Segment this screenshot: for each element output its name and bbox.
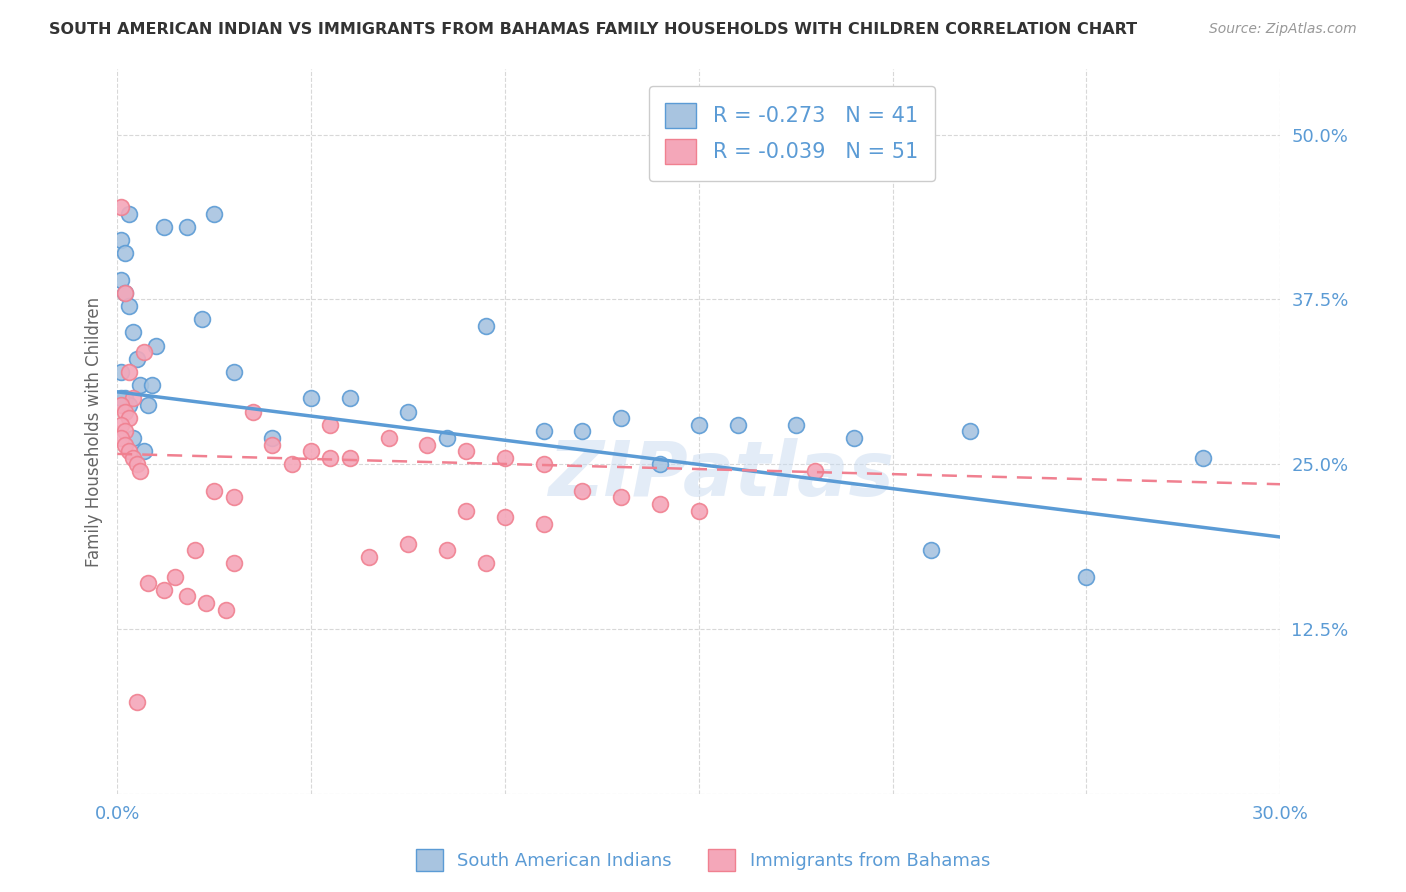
Point [165,569,187,583]
Point [648,497,671,511]
Point [533,516,555,531]
Point [121,392,143,406]
Point [804,464,827,478]
Point [176,219,198,234]
Point [610,491,633,505]
Point [1191,450,1213,465]
Point [121,450,143,465]
Point [436,431,458,445]
Point [110,233,132,247]
Point [319,450,342,465]
Point [125,458,148,472]
Point [141,378,163,392]
Point [121,431,143,445]
Text: Source: ZipAtlas.com: Source: ZipAtlas.com [1209,22,1357,37]
Point [215,602,238,616]
Point [533,458,555,472]
Point [110,392,132,406]
Point [152,219,174,234]
Point [195,596,218,610]
Point [176,590,198,604]
Point [222,491,245,505]
Legend: R = -0.273   N = 41, R = -0.039   N = 51: R = -0.273 N = 41, R = -0.039 N = 51 [648,87,935,181]
Point [110,200,132,214]
Point [136,398,159,412]
Point [118,299,141,313]
Point [145,339,167,353]
Point [494,510,516,524]
Point [184,543,207,558]
Point [110,365,132,379]
Point [202,207,225,221]
Point [280,458,302,472]
Point [114,392,136,406]
Legend: South American Indians, Immigrants from Bahamas: South American Indians, Immigrants from … [409,842,997,879]
Point [474,557,496,571]
Point [110,273,132,287]
Point [202,483,225,498]
Point [118,207,141,221]
Point [416,437,439,451]
Point [571,425,593,439]
Text: ZIPatlas: ZIPatlas [548,438,896,512]
Point [299,392,322,406]
Point [134,345,156,359]
Point [319,417,342,432]
Point [1076,569,1098,583]
Point [456,444,478,458]
Point [262,437,284,451]
Point [110,431,132,445]
Point [688,503,710,517]
Point [152,582,174,597]
Point [125,695,148,709]
Point [121,326,143,340]
Point [114,285,136,300]
Point [110,398,132,412]
Point [727,417,749,432]
Point [125,351,148,366]
Point [571,483,593,498]
Point [688,417,710,432]
Point [456,503,478,517]
Point [114,404,136,418]
Point [129,378,152,392]
Point [533,425,555,439]
Point [262,431,284,445]
Point [842,431,865,445]
Point [110,417,132,432]
Point [129,464,152,478]
Point [610,411,633,425]
Point [396,404,419,418]
Point [118,365,141,379]
Y-axis label: Family Households with Children: Family Households with Children [86,296,103,566]
Point [396,536,419,550]
Point [299,444,322,458]
Point [959,425,981,439]
Point [118,398,141,412]
Point [920,543,942,558]
Point [222,557,245,571]
Text: SOUTH AMERICAN INDIAN VS IMMIGRANTS FROM BAHAMAS FAMILY HOUSEHOLDS WITH CHILDREN: SOUTH AMERICAN INDIAN VS IMMIGRANTS FROM… [49,22,1137,37]
Point [191,312,214,326]
Point [339,450,361,465]
Point [242,404,264,418]
Point [785,417,807,432]
Point [136,576,159,591]
Point [339,392,361,406]
Point [377,431,399,445]
Point [114,425,136,439]
Point [474,318,496,333]
Point [118,411,141,425]
Point [436,543,458,558]
Point [648,458,671,472]
Point [222,365,245,379]
Point [114,437,136,451]
Point [114,285,136,300]
Point [494,450,516,465]
Point [134,444,156,458]
Point [118,444,141,458]
Point [359,549,381,564]
Point [114,246,136,260]
